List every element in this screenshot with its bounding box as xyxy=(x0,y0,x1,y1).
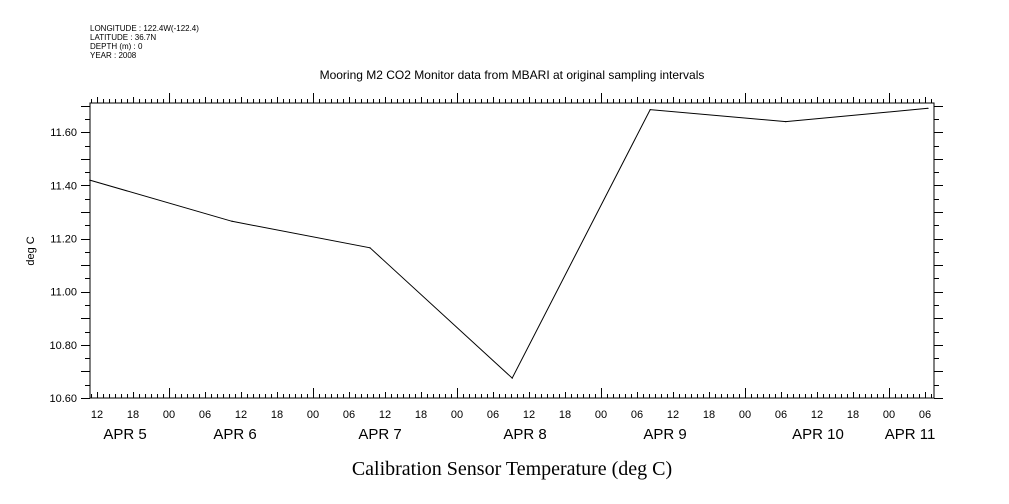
x-tick-label: 18 xyxy=(559,409,571,421)
x-day-label: APR 10 xyxy=(792,426,844,443)
x-tick-label: 00 xyxy=(451,409,463,421)
data-point xyxy=(927,107,929,109)
y-tick-label: 11.40 xyxy=(50,180,77,192)
x-tick-label: 12 xyxy=(523,409,535,421)
x-tick-label: 06 xyxy=(919,409,931,421)
y-tick-label: 11.20 xyxy=(50,234,77,246)
x-tick-label: 12 xyxy=(235,409,247,421)
y-tick-label: 11.60 xyxy=(50,127,77,139)
x-tick-label: 00 xyxy=(883,409,895,421)
header-depth: DEPTH (m) : 0 xyxy=(90,42,143,51)
x-tick-label: 06 xyxy=(199,409,211,421)
data-point xyxy=(369,247,371,249)
data-point xyxy=(89,179,91,181)
x-tick-label: 12 xyxy=(91,409,103,421)
x-tick-label: 06 xyxy=(775,409,787,421)
x-day-label: APR 6 xyxy=(213,426,256,443)
x-tick-label: 00 xyxy=(595,409,607,421)
y-tick-label: 11.00 xyxy=(50,287,77,299)
x-day-label: APR 5 xyxy=(103,426,146,443)
x-axis-label: Calibration Sensor Temperature (deg C) xyxy=(352,458,672,480)
x-day-label: APR 9 xyxy=(643,426,686,443)
x-tick-label: 18 xyxy=(703,409,715,421)
chart-title: Mooring M2 CO2 Monitor data from MBARI a… xyxy=(320,68,705,82)
x-tick-label: 12 xyxy=(667,409,679,421)
x-tick-label: 06 xyxy=(631,409,643,421)
header-metadata: LONGITUDE : 122.4W(-122.4) LATITUDE : 36… xyxy=(90,24,199,60)
x-tick-label: 06 xyxy=(343,409,355,421)
x-tick-label: 06 xyxy=(487,409,499,421)
data-point xyxy=(785,121,787,123)
data-point xyxy=(231,220,233,222)
data-point xyxy=(511,377,513,379)
x-tick-label: 18 xyxy=(127,409,139,421)
header-longitude: LONGITUDE : 122.4W(-122.4) xyxy=(90,24,199,33)
data-point xyxy=(649,109,651,111)
header-latitude: LATITUDE : 36.7N xyxy=(90,33,156,42)
x-tick-label: 18 xyxy=(271,409,283,421)
y-tick-label: 10.80 xyxy=(49,340,77,352)
x-tick-label: 18 xyxy=(847,409,859,421)
x-tick-label: 00 xyxy=(163,409,175,421)
y-axis-label: deg C xyxy=(25,236,37,265)
x-tick-label: 00 xyxy=(739,409,751,421)
series-line xyxy=(89,107,929,379)
x-tick-label: 00 xyxy=(307,409,319,421)
x-tick-label: 18 xyxy=(415,409,427,421)
x-day-label: APR 8 xyxy=(503,426,546,443)
x-tick-label: 12 xyxy=(379,409,391,421)
header-year: YEAR : 2008 xyxy=(90,51,137,60)
x-day-label: APR 7 xyxy=(358,426,401,443)
y-tick-label: 10.60 xyxy=(49,393,77,405)
x-day-label: APR 11 xyxy=(885,426,936,443)
x-tick-label: 12 xyxy=(811,409,823,421)
plot-frame xyxy=(89,102,935,399)
